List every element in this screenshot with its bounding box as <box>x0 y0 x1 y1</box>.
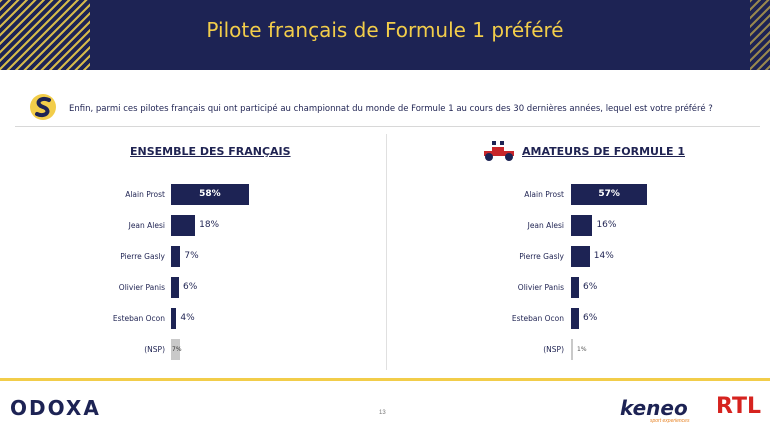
bar-ensemble <box>171 184 249 205</box>
keneo-tagline: sport experiences <box>650 418 690 424</box>
keneo-logo: keneo <box>620 396 688 420</box>
bar-amateurs <box>571 246 590 267</box>
odoxa-s-logo-icon <box>28 92 58 127</box>
panel-title-ensemble: ENSEMBLE DES FRANÇAIS <box>130 145 291 158</box>
page-title: Pilote français de Formule 1 préféré <box>206 18 564 42</box>
data-label: 18% <box>199 220 220 230</box>
category-label: Olivier Panis <box>517 283 564 292</box>
data-label: 57% <box>598 189 620 199</box>
data-label: 1% <box>577 346 587 353</box>
header-band: Pilote français de Formule 1 préféré <box>0 0 770 70</box>
odoxa-logo: ODOXA <box>10 396 101 420</box>
data-label: 6% <box>183 282 198 292</box>
rtl-logo: RTL <box>716 394 761 419</box>
bar-amateurs <box>571 277 580 298</box>
bar-ensemble <box>171 246 181 267</box>
bar-amateurs <box>571 339 573 360</box>
header-stripes-left <box>0 0 90 70</box>
category-label: Alain Prost <box>524 190 564 199</box>
category-label: Jean Alesi <box>527 221 564 230</box>
data-label: 16% <box>596 220 617 230</box>
question-text: Enfin, parmi ces pilotes français qui on… <box>69 104 713 114</box>
f1-car-icon <box>482 140 516 167</box>
data-label: 58% <box>199 189 221 199</box>
data-label: 6% <box>583 282 598 292</box>
category-label: (NSP) <box>144 345 165 354</box>
bar-ensemble <box>171 308 177 329</box>
bar-ensemble <box>171 339 181 360</box>
data-label: 14% <box>593 251 614 261</box>
category-label: Esteban Ocon <box>112 314 165 323</box>
bar-ensemble <box>171 215 196 236</box>
panel-title-amateurs: AMATEURS DE FORMULE 1 <box>522 145 685 158</box>
category-label: Pierre Gasly <box>120 252 165 261</box>
data-label: 6% <box>583 313 598 323</box>
bar-amateurs <box>571 184 648 205</box>
panel-divider <box>386 134 387 370</box>
header-stripes-right <box>750 0 770 70</box>
bar-amateurs <box>571 215 593 236</box>
category-label: Jean Alesi <box>128 221 165 230</box>
data-label: 4% <box>180 313 195 323</box>
category-label: Esteban Ocon <box>511 314 564 323</box>
footer-line <box>0 378 770 381</box>
page-number: 13 <box>379 410 386 416</box>
question-divider <box>15 126 760 127</box>
category-label: (NSP) <box>543 345 564 354</box>
data-label: 7% <box>184 251 199 261</box>
category-label: Olivier Panis <box>118 283 165 292</box>
bar-ensemble <box>171 277 180 298</box>
category-label: Pierre Gasly <box>519 252 564 261</box>
data-label: 7% <box>172 346 182 353</box>
bar-amateurs <box>571 308 580 329</box>
category-label: Alain Prost <box>125 190 165 199</box>
